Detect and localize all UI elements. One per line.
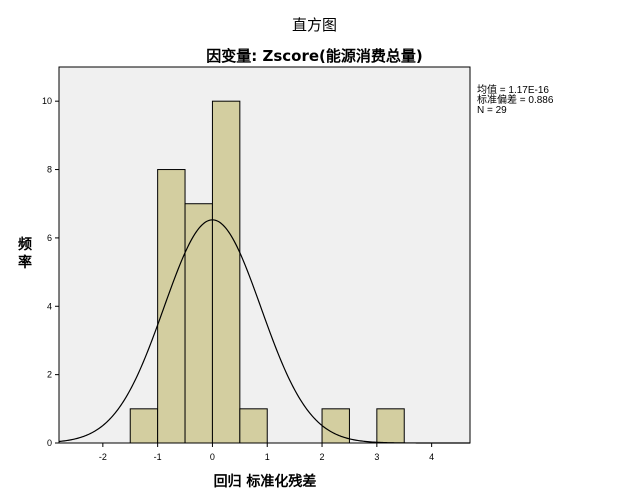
- x-tick-label--2: -2: [99, 452, 107, 462]
- x-axis-label: 回归 标准化残差: [213, 474, 317, 490]
- histogram-bar-1: [157, 169, 186, 444]
- histogram-bar-4: [239, 408, 268, 444]
- plot-area: [58, 66, 471, 444]
- x-tick-label--1: -1: [154, 452, 162, 462]
- chart-subtitle: 因变量: Zscore(能源消费总量): [206, 47, 423, 65]
- stat-mean: 均值 = 1.17E-16: [477, 85, 549, 96]
- y-axis-label: 频率: [18, 237, 32, 271]
- stat-n: N = 29: [477, 105, 507, 116]
- histogram-bar-6: [376, 408, 405, 444]
- histogram-bar-0: [129, 408, 159, 444]
- y-tick-label-0: 0: [47, 438, 52, 448]
- y-tick-label-2: 2: [47, 370, 52, 380]
- histogram-bar-3: [211, 100, 241, 444]
- y-tick-label-4: 4: [47, 301, 52, 311]
- stat-sd: 标准偏差 = 0.886: [477, 95, 554, 106]
- x-tick-label-3: 3: [374, 452, 379, 462]
- x-tick-label-0: 0: [210, 452, 215, 462]
- stats-box: 均值 = 1.17E-16 标准偏差 = 0.886 N = 29: [477, 86, 553, 116]
- y-tick-label-6: 6: [47, 233, 52, 243]
- y-tick-label-8: 8: [47, 165, 52, 175]
- x-tick-label-1: 1: [265, 452, 270, 462]
- x-tick-label-2: 2: [320, 452, 325, 462]
- y-tick-label-10: 10: [42, 96, 52, 106]
- chart-title: 直方图: [291, 16, 337, 34]
- x-tick-label-4: 4: [429, 452, 434, 462]
- histogram-bar-2: [184, 203, 213, 444]
